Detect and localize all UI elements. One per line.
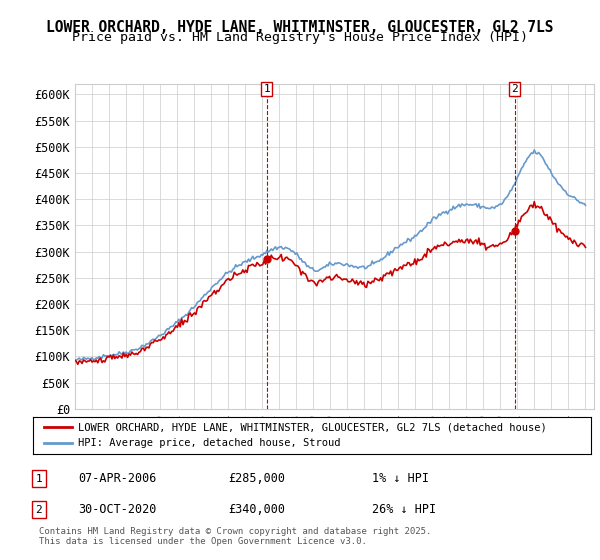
Text: HPI: Average price, detached house, Stroud: HPI: Average price, detached house, Stro…	[77, 438, 340, 449]
Text: 2: 2	[35, 505, 43, 515]
Text: 30-OCT-2020: 30-OCT-2020	[78, 503, 157, 516]
Text: 26% ↓ HPI: 26% ↓ HPI	[372, 503, 436, 516]
Text: LOWER ORCHARD, HYDE LANE, WHITMINSTER, GLOUCESTER, GL2 7LS (detached house): LOWER ORCHARD, HYDE LANE, WHITMINSTER, G…	[77, 422, 547, 432]
Text: Price paid vs. HM Land Registry's House Price Index (HPI): Price paid vs. HM Land Registry's House …	[72, 31, 528, 44]
Text: 1% ↓ HPI: 1% ↓ HPI	[372, 472, 429, 486]
Text: 2: 2	[511, 84, 518, 94]
Text: 07-APR-2006: 07-APR-2006	[78, 472, 157, 486]
Text: £285,000: £285,000	[228, 472, 285, 486]
Text: 1: 1	[263, 84, 270, 94]
Text: 1: 1	[35, 474, 43, 484]
Text: £340,000: £340,000	[228, 503, 285, 516]
Text: Contains HM Land Registry data © Crown copyright and database right 2025.
This d: Contains HM Land Registry data © Crown c…	[39, 526, 431, 546]
Text: LOWER ORCHARD, HYDE LANE, WHITMINSTER, GLOUCESTER, GL2 7LS: LOWER ORCHARD, HYDE LANE, WHITMINSTER, G…	[46, 20, 554, 35]
